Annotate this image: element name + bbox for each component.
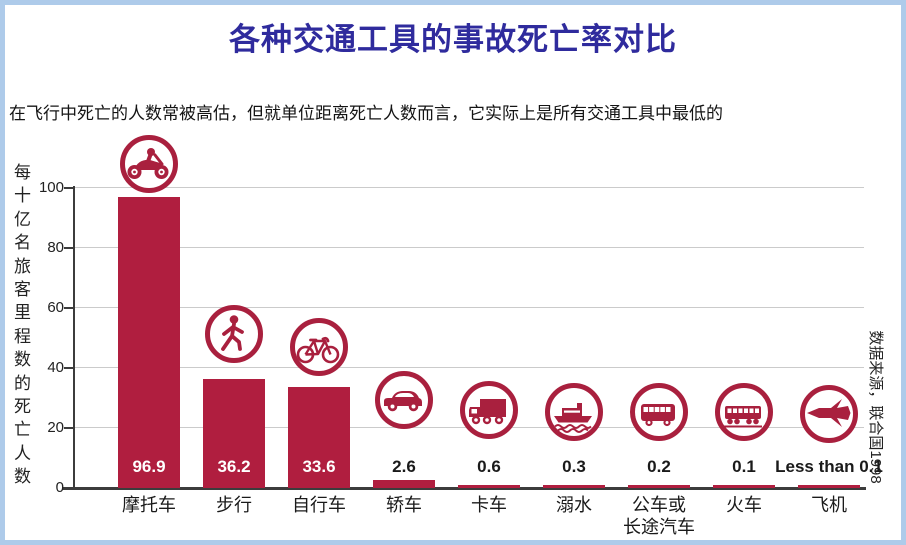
y-axis-label-char: 名 xyxy=(14,233,31,253)
y-axis-label-char: 死 xyxy=(14,396,31,416)
y-axis-label-char: 人 xyxy=(14,443,31,463)
bar-airplane xyxy=(798,485,860,488)
y-axis-label-char: 亡 xyxy=(14,420,31,440)
category-label: 卡车 xyxy=(471,495,507,515)
bar-car xyxy=(373,480,435,488)
y-axis-label-char: 每 xyxy=(14,163,31,182)
category-label: 自行车 xyxy=(292,495,346,515)
bar-pedestrian xyxy=(203,379,265,488)
category-label: 轿车 xyxy=(386,495,422,515)
truck-icon xyxy=(460,381,518,439)
y-axis-label-char: 旅 xyxy=(14,256,31,276)
category-label: 溺水 xyxy=(556,495,592,515)
bar-value-label: 2.6 xyxy=(392,457,416,476)
gridline xyxy=(75,247,864,248)
chart-title: 各种交通工具的事故死亡率对比 xyxy=(229,22,677,57)
y-axis-line xyxy=(73,186,75,488)
bar-value-label: 0.2 xyxy=(647,457,671,476)
y-axis-label-char: 十 xyxy=(14,186,31,206)
y-tick-mark xyxy=(64,187,74,189)
airplane-icon xyxy=(800,385,858,443)
category-label: 公车或 长途汽车 xyxy=(623,495,695,537)
y-axis-label-char: 亿 xyxy=(14,209,31,229)
y-axis-label-char: 数 xyxy=(14,467,31,487)
bar-train xyxy=(713,485,775,488)
y-tick-mark xyxy=(64,427,74,429)
category-label: 摩托车 xyxy=(122,495,176,515)
y-axis-label-char: 客 xyxy=(14,279,31,299)
bar-truck xyxy=(458,485,520,488)
bar-value-label: 96.9 xyxy=(132,457,166,476)
category-label: 火车 xyxy=(726,495,762,515)
ship-icon xyxy=(545,383,603,441)
y-axis-label-char: 程 xyxy=(14,326,31,346)
train-icon xyxy=(715,383,773,441)
y-tick-label: 20 xyxy=(47,419,64,436)
category-label: 步行 xyxy=(216,495,252,515)
y-axis-label-char: 数 xyxy=(14,350,31,370)
gridline xyxy=(75,307,864,308)
y-tick-mark xyxy=(64,367,74,369)
bar-value-label: 36.2 xyxy=(217,457,251,476)
chart-subtitle: 在飞行中死亡的人数常被高估，但就单位距离死亡人数而言，它实际上是所有交通工具中最… xyxy=(9,104,723,123)
y-tick-label: 0 xyxy=(55,479,64,496)
motorcycle-icon xyxy=(120,135,178,193)
bar-value-label: Less than 0.1 xyxy=(775,457,883,476)
bicycle-icon xyxy=(290,318,348,376)
bar-bus xyxy=(628,485,690,488)
gridline xyxy=(75,367,864,368)
bar-value-label: 0.1 xyxy=(732,457,756,476)
bar-ship xyxy=(543,485,605,488)
y-tick-mark xyxy=(64,307,74,309)
category-label: 飞机 xyxy=(811,495,847,515)
y-tick-label: 40 xyxy=(47,359,64,376)
bar-value-label: 0.6 xyxy=(477,457,501,476)
bus-icon xyxy=(630,383,688,441)
car-icon xyxy=(375,371,433,429)
bar-value-label: 0.3 xyxy=(562,457,586,476)
pedestrian-icon xyxy=(205,305,263,363)
y-tick-label: 80 xyxy=(47,239,64,256)
y-axis-label-char: 里 xyxy=(14,303,31,323)
bar-value-label: 33.6 xyxy=(302,457,336,476)
y-tick-mark xyxy=(64,247,74,249)
y-tick-label: 60 xyxy=(47,299,64,316)
y-tick-mark xyxy=(64,487,74,489)
gridline xyxy=(75,187,864,188)
x-axis-line xyxy=(62,487,866,490)
y-axis-label: 每十亿名旅客里程数的死亡人数 xyxy=(14,161,31,488)
y-axis-label-char: 的 xyxy=(14,373,31,393)
bar-motorcycle xyxy=(118,197,180,488)
y-tick-label: 100 xyxy=(38,179,64,196)
bar-bicycle xyxy=(288,387,350,488)
